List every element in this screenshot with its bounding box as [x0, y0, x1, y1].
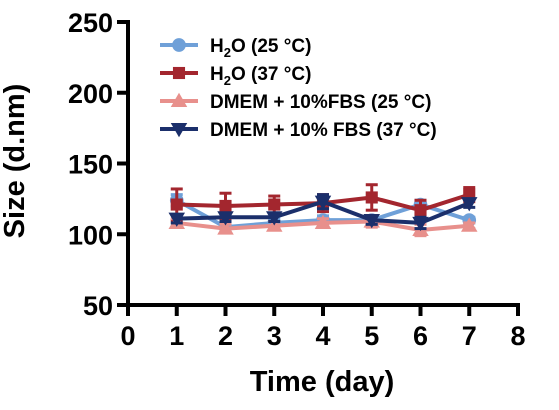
- legend-item-3: DMEM + 10%FBS (25 °C): [160, 92, 431, 113]
- x-tick-label: 2: [218, 321, 233, 351]
- x-tick-label: 5: [364, 321, 379, 351]
- data-point: [314, 195, 332, 210]
- legend-item-1: H2O (25 °C): [160, 36, 311, 60]
- data-point: [314, 214, 332, 229]
- series-layer: [168, 183, 478, 238]
- legend: H2O (25 °C) H2O (37 °C) DMEM + 10%FBS (25 …: [160, 36, 437, 141]
- y-tick-label: 150: [68, 150, 113, 180]
- series-4: [168, 193, 478, 232]
- y-tick-label: 50: [83, 291, 113, 321]
- data-point: [170, 198, 183, 211]
- data-point: [461, 217, 478, 232]
- data-point: [268, 198, 281, 211]
- legend-label: H2O (37 °C): [210, 64, 311, 88]
- data-point: [461, 197, 478, 212]
- x-tick-label: 4: [315, 321, 330, 351]
- x-tick-label: 6: [413, 321, 428, 351]
- data-point: [219, 199, 232, 212]
- legend-label: DMEM + 10% FBS (37 °C): [210, 120, 437, 141]
- legend-marker: [172, 38, 186, 52]
- data-point: [365, 191, 378, 204]
- data-point: [217, 211, 234, 226]
- data-point: [412, 216, 429, 232]
- legend-item-4: DMEM + 10% FBS (37 °C): [160, 120, 437, 141]
- x-tick-label: 8: [510, 321, 525, 351]
- data-point: [217, 220, 234, 235]
- x-tick-label: 1: [169, 321, 184, 351]
- legend-marker: [170, 122, 188, 138]
- data-point: [363, 214, 380, 229]
- x-tick-label: 0: [120, 321, 135, 351]
- data-point: [414, 204, 427, 217]
- legend-marker: [170, 92, 188, 108]
- axes: 50 100 150 200 250 0 1 2 3 4 5 6 7 8: [68, 8, 526, 351]
- data-point: [168, 212, 185, 227]
- x-tick-label: 7: [462, 321, 477, 351]
- legend-label: DMEM + 10%FBS (25 °C): [210, 92, 431, 113]
- y-tick-label: 250: [68, 8, 113, 38]
- legend-item-2: H2O (37 °C): [160, 64, 311, 88]
- x-axis-title: Time (day): [250, 366, 395, 398]
- legend-label: H2O (25 °C): [210, 36, 311, 60]
- y-axis-title: Size (d.nm): [0, 84, 31, 239]
- legend-marker: [172, 66, 186, 80]
- y-tick-label: 200: [68, 79, 113, 109]
- x-tick-label: 3: [267, 321, 282, 351]
- data-point: [266, 211, 283, 226]
- y-tick-label: 100: [68, 220, 113, 250]
